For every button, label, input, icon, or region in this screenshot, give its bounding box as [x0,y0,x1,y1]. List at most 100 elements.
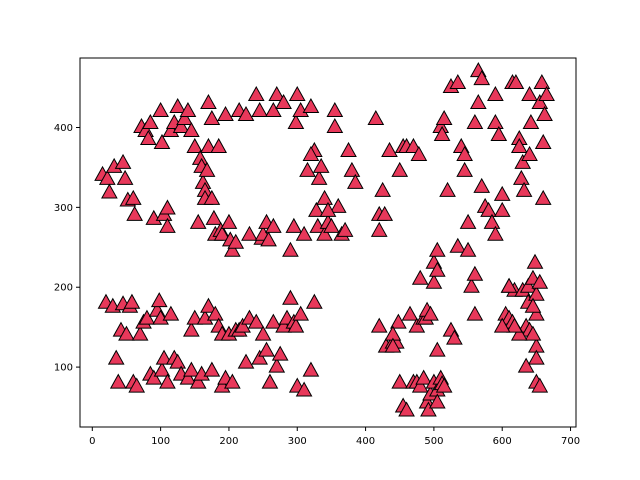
data-point [159,199,176,215]
data-point [466,305,484,321]
data-point [466,113,484,129]
data-point [329,197,347,213]
data-point [469,93,487,110]
data-point [118,325,135,341]
data-point [142,113,159,129]
data-point [316,189,333,205]
x-tick-label: 200 [219,436,238,447]
data-point [206,305,224,321]
data-point [285,217,303,233]
data-point [514,153,532,169]
data-point [336,221,354,237]
data-point [428,341,446,357]
data-point [433,125,451,141]
data-point [459,241,477,257]
data-point [189,373,207,389]
data-point [299,161,316,177]
data-point [162,305,180,321]
data-point [381,141,398,157]
data-point [487,113,504,129]
data-point [534,133,552,149]
plot-frame [79,57,577,428]
data-point [456,145,473,161]
data-point [526,253,544,269]
data-point [302,97,320,114]
data-point [370,221,388,237]
data-point [153,133,171,149]
data-point [203,189,221,205]
data-point [224,373,241,389]
data-point [340,141,357,157]
data-point [155,349,173,365]
data-point [152,101,169,118]
x-axis: 0 100 200 300 400 500 600 700 [89,427,580,447]
data-point [251,101,269,118]
data-point [109,373,127,389]
data-point [98,169,116,185]
data-point [203,109,221,125]
data-point [268,357,286,373]
data-point [517,357,535,373]
data-point [435,377,453,393]
data-point [538,86,555,102]
data-point [519,277,537,293]
x-tick-label: 700 [561,436,580,447]
data-point [302,145,320,161]
data-point [295,381,313,397]
data-point [326,101,344,118]
data-point [415,369,432,385]
data-point [428,241,446,257]
data-point [210,137,228,153]
data-point [258,341,275,357]
data-point [428,261,446,277]
data-point [247,86,265,102]
data-point [254,325,272,341]
data-point [316,225,333,241]
data-point [241,225,258,241]
data-point [493,317,511,333]
data-point [138,309,156,325]
data-point [533,74,551,90]
data-point [510,137,528,153]
data-point [126,205,144,221]
data-point [220,213,238,229]
data-point [261,373,279,389]
data-point [391,161,409,177]
data-point [524,325,542,341]
data-point [367,109,385,125]
data-point [183,321,200,337]
data-point [159,373,176,389]
x-tick-label: 0 [89,436,95,447]
data-point [343,161,361,177]
data-point [260,231,277,247]
data-point [480,201,497,217]
data-point [200,297,217,313]
data-point [507,74,525,90]
data-point [390,313,407,329]
data-point [473,70,491,86]
data-point [500,277,518,293]
data-point [487,86,504,102]
data-point [528,285,545,301]
data-point [466,265,484,281]
data-point [150,292,168,308]
data-point [271,345,289,361]
data-point [398,401,415,417]
data-point [224,241,241,257]
x-tick-label: 100 [151,436,170,447]
data-point [288,86,306,102]
data-point [186,309,204,325]
data-point [473,177,491,193]
data-point [487,225,504,241]
y-axis: 100 200 300 400 [54,123,80,374]
data-point [292,305,310,321]
data-point [323,217,340,233]
x-tick-label: 600 [493,436,512,447]
data-point [114,153,132,169]
data-point [428,393,446,409]
data-point [179,369,197,385]
data-point [186,137,204,153]
data-point [326,117,344,133]
data-point [483,213,501,229]
